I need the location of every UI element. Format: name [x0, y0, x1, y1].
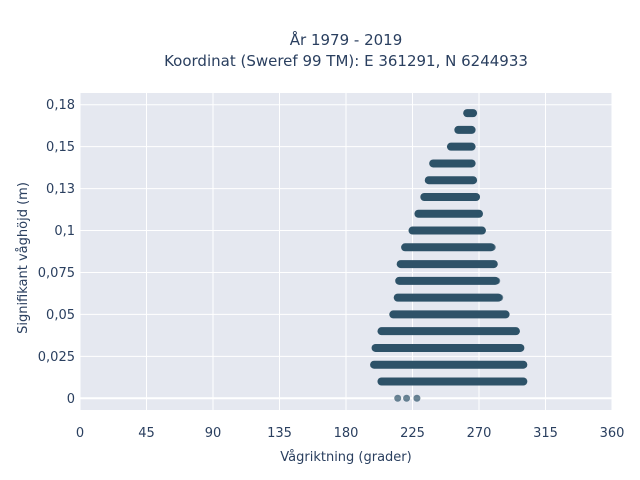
data-point [425, 176, 433, 184]
x-tick-label: 180 [334, 426, 359, 441]
data-point [469, 176, 477, 184]
data-point [488, 243, 496, 251]
y-tick-label: 0,18 [46, 98, 75, 113]
data-point [468, 159, 476, 167]
data-point [377, 377, 385, 385]
y-axis-title: Signifikant våghöjd (m) [16, 182, 31, 334]
data-point [493, 277, 501, 285]
data-point [447, 143, 455, 151]
x-tick-label: 90 [205, 426, 222, 441]
x-tick-label: 315 [533, 426, 558, 441]
data-point [512, 327, 520, 335]
x-tick-label: 45 [138, 426, 155, 441]
chart-title-line1: År 1979 - 2019 [290, 30, 403, 49]
data-point [463, 109, 471, 117]
data-point [429, 159, 437, 167]
data-point [409, 227, 416, 235]
y-axis-ticks: 0 0,025 0,05 0,075 0,1 0,13 0,15 0,18 [38, 98, 75, 407]
gridlines [79, 93, 613, 410]
data-point [502, 310, 510, 318]
y-tick-label: 0,025 [38, 350, 75, 365]
y-tick-label: 0 [67, 392, 75, 407]
data-point [370, 361, 378, 369]
data-point [403, 394, 411, 402]
x-axis-title: Vågriktning (grader) [280, 450, 411, 465]
x-tick-label: 270 [467, 426, 492, 441]
data-point [496, 294, 504, 302]
x-tick-label: 360 [600, 426, 625, 441]
data-point [516, 344, 524, 352]
data-point [372, 344, 380, 352]
data-point [395, 277, 403, 285]
data-points [370, 109, 528, 402]
data-point [468, 143, 476, 151]
data-point [413, 394, 421, 402]
y-tick-label: 0,1 [54, 224, 75, 239]
data-point [394, 394, 402, 402]
data-point [377, 327, 385, 335]
data-point [519, 377, 527, 385]
data-point [454, 126, 462, 134]
data-point [478, 227, 486, 235]
x-tick-label: 0 [76, 426, 84, 441]
data-point [414, 210, 422, 218]
y-tick-label: 0,15 [46, 140, 75, 155]
data-point [420, 193, 428, 201]
data-point [394, 294, 402, 302]
data-point [389, 310, 397, 318]
data-point [472, 193, 480, 201]
y-tick-label: 0,075 [38, 266, 75, 281]
data-point [490, 260, 498, 268]
data-point [468, 126, 476, 134]
x-axis-ticks: 0 45 90 135 180 225 270 315 360 [76, 426, 625, 441]
data-point [519, 361, 527, 369]
x-tick-label: 225 [400, 426, 425, 441]
x-tick-label: 135 [267, 426, 292, 441]
chart-title-line2: Koordinat (Sweref 99 TM): E 361291, N 62… [164, 52, 528, 70]
data-point [397, 260, 405, 268]
y-tick-label: 0,13 [46, 182, 75, 197]
data-point [401, 243, 409, 251]
y-tick-label: 0,05 [46, 308, 75, 323]
data-point [475, 210, 483, 218]
data-point [435, 159, 443, 167]
data-point [469, 109, 477, 117]
